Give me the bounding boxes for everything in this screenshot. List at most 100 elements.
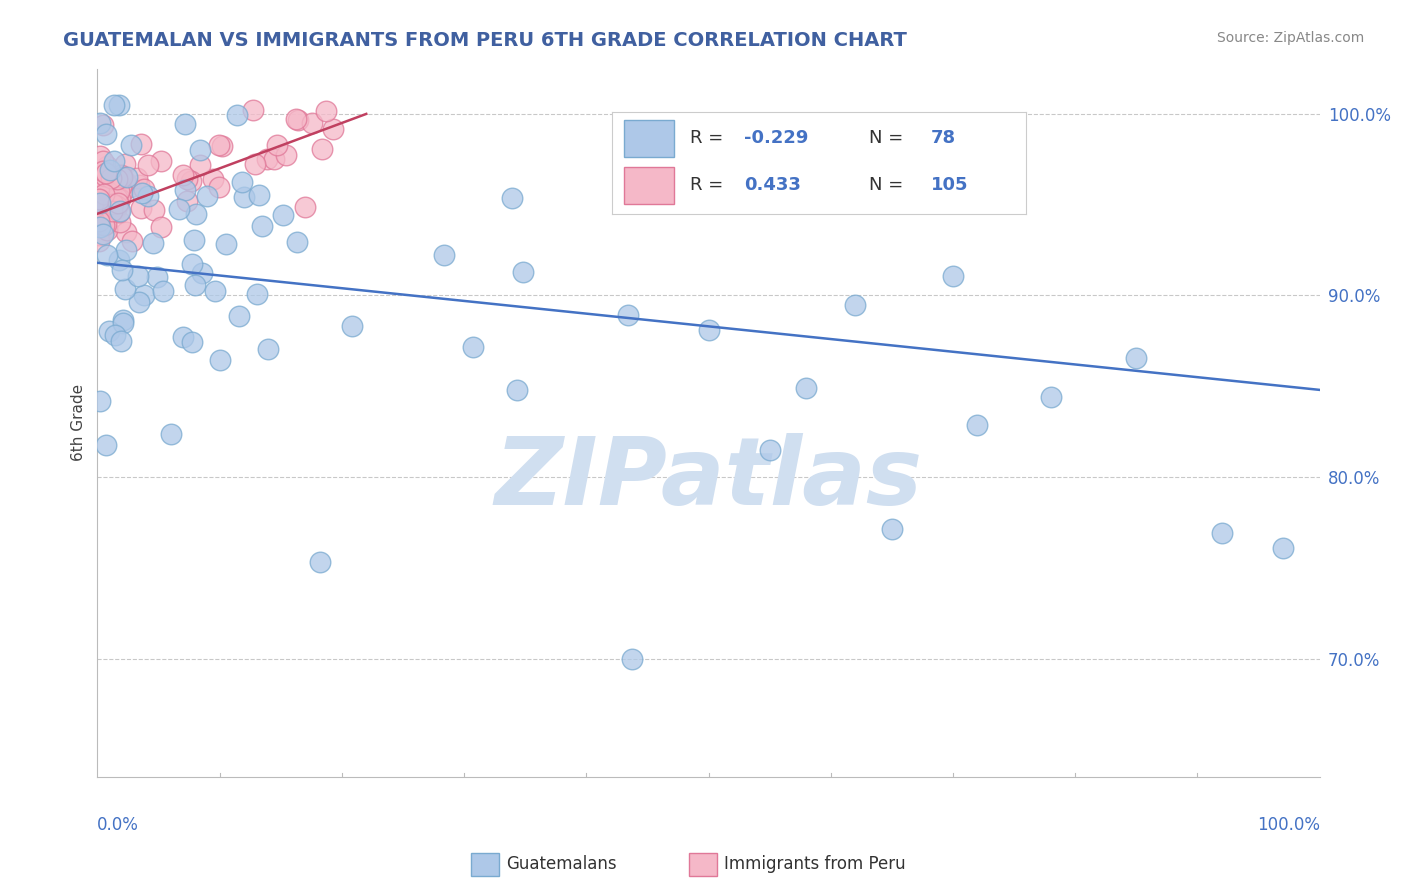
Point [172,330,194,344]
Point [87,168,110,182]
Point [96,223,118,237]
Point [1125,351,1147,365]
Text: 105: 105 [931,177,969,194]
Point [188,158,211,172]
Point [501,191,523,205]
Point [128,178,150,192]
Point [129,136,152,151]
Point [276,148,298,162]
Point [91,208,114,222]
Point [844,298,866,312]
Point [143,202,166,217]
Point [152,284,174,298]
Bar [624,167,673,204]
Text: -0.229: -0.229 [744,129,808,147]
Point [87,199,110,213]
Point [110,168,132,182]
Point [121,234,143,248]
Point [93,188,115,202]
Point [211,138,233,153]
Point [114,174,136,188]
Point [94,438,117,452]
Point [100,186,122,201]
Text: ZIPatlas: ZIPatlas [495,434,922,525]
Point [108,98,131,112]
Point [183,278,205,293]
Point [250,219,273,233]
Point [115,170,138,185]
Point [94,217,117,231]
Point [294,200,316,214]
Point [285,112,308,127]
Point [242,103,264,118]
Point [91,227,114,241]
Point [1272,541,1295,555]
Point [125,170,148,185]
Point [207,180,229,194]
Point [433,248,456,262]
Point [195,189,218,203]
Point [96,167,118,181]
Text: 100.0%: 100.0% [1257,815,1320,833]
Point [89,199,111,213]
Point [184,207,207,221]
Point [172,169,194,183]
Point [271,208,294,222]
Point [104,327,127,342]
Point [93,187,115,202]
Point [87,199,110,213]
Point [105,191,128,205]
Point [96,196,118,211]
Point [107,252,129,267]
Point [100,173,122,187]
Point [180,173,202,187]
Text: Source: ZipAtlas.com: Source: ZipAtlas.com [1216,31,1364,45]
Point [94,222,117,236]
Point [87,228,110,243]
Point [188,143,211,157]
Point [190,266,212,280]
Point [93,118,115,132]
Point [96,174,118,188]
Point [100,171,122,186]
Point [89,149,111,163]
Point [105,172,128,186]
Point [89,220,111,235]
Text: 78: 78 [931,129,956,147]
Point [226,108,249,122]
Point [107,205,129,219]
Point [1211,526,1233,541]
Point [91,190,114,204]
Point [91,215,114,229]
Point [228,309,250,323]
Point [233,189,256,203]
Point [136,158,159,172]
Point [120,179,142,194]
Point [89,116,111,130]
Point [181,257,204,271]
Point [94,189,117,203]
Point [942,268,965,283]
Point [204,284,226,298]
Point [257,342,280,356]
Point [89,195,111,210]
Point [96,159,118,173]
Point [110,204,132,219]
Point [621,651,644,665]
Point [129,201,152,215]
Point [87,178,110,192]
Point [202,172,225,186]
Point [167,202,190,216]
Point [90,194,112,209]
Point [134,288,156,302]
Point [104,178,127,192]
Point [98,175,121,189]
Point [174,117,197,131]
Point [107,195,129,210]
Point [180,334,202,349]
Text: 0.0%: 0.0% [97,815,139,833]
Point [794,381,817,395]
Point [243,157,266,171]
Point [1039,390,1062,404]
Text: Guatemalans: Guatemalans [506,855,617,873]
